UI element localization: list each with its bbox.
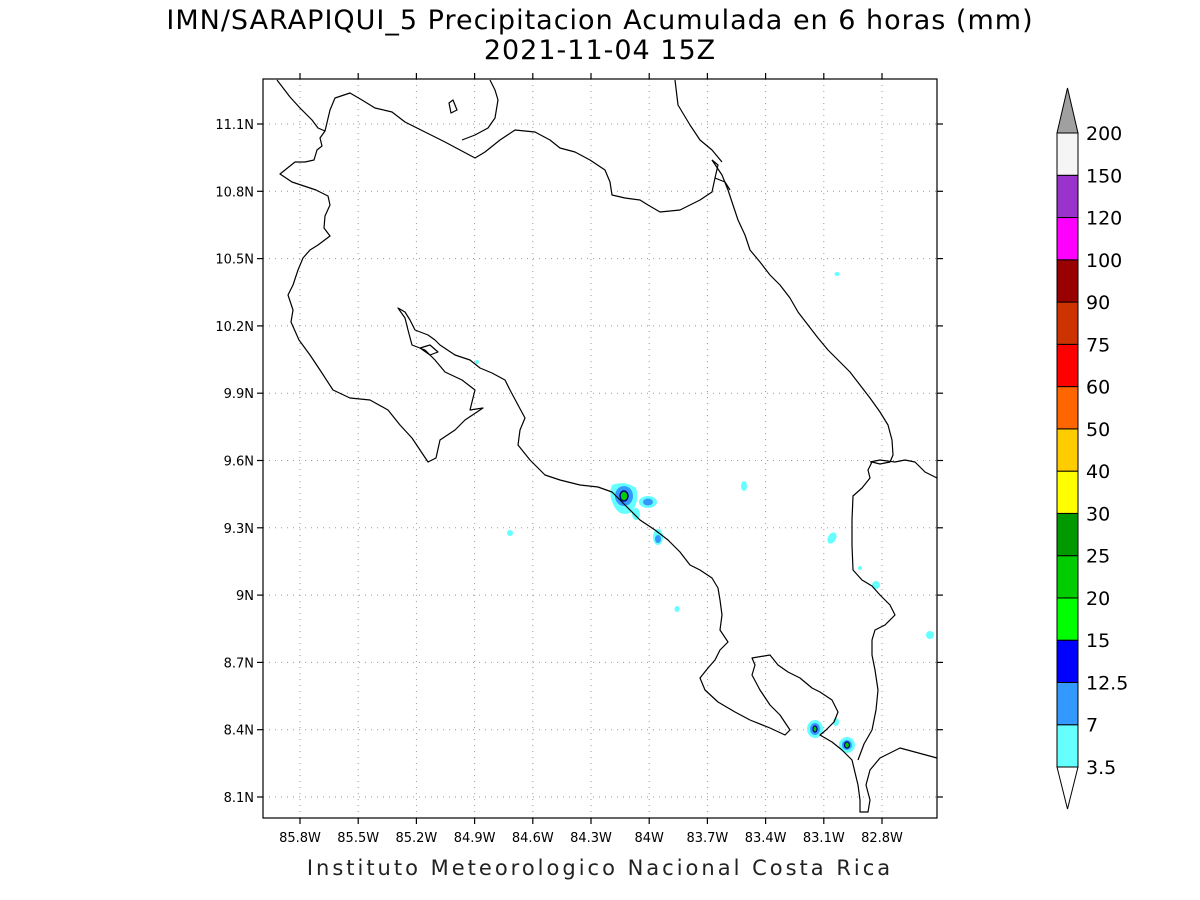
lon-tick-label: 82.8W (861, 831, 903, 846)
colorbar-swatch (1056, 470, 1079, 514)
colorbar-label: 120 (1086, 208, 1122, 230)
colorbar-label: 15 (1086, 630, 1110, 652)
lat-tick-label: 9N (236, 589, 254, 604)
lat-tick-label: 8.1N (224, 791, 254, 806)
lat-tick-label: 8.4N (224, 724, 254, 739)
lon-tick-label: 83.7W (686, 831, 728, 846)
precip-spot-b (741, 481, 747, 491)
colorbar-label: 75 (1086, 334, 1110, 356)
lat-tick-label: 9.3N (224, 522, 254, 537)
precip-spot-e (827, 532, 837, 544)
precip-spot-a (632, 508, 640, 520)
lat-tick-label: 11.1N (215, 118, 254, 133)
colorbar: 3.5 7 12.5 15 20 25 30 40 50 60 75 90 100 120 150 200 (1056, 87, 1128, 810)
map-subtitle: 2021-11-04 15Z (483, 35, 717, 66)
colorbar-swatch (1056, 174, 1079, 219)
lat-tick-label: 9.6N (224, 455, 254, 470)
lon-tick-label: 85.8W (279, 831, 321, 846)
colorbar-swatch (1056, 259, 1079, 303)
latitude-axis: 11.1N 10.8N 10.5N 10.2N 9.9N 9.6N 9.3N 9N 8.7N 8.… (215, 118, 943, 806)
colorbar-under-triangle (1056, 766, 1079, 810)
colorbar-swatch (1056, 639, 1079, 683)
lon-tick-label: 85.5W (337, 831, 379, 846)
lon-tick-label: 85.2W (395, 831, 437, 846)
colorbar-label: 20 (1086, 588, 1110, 610)
colorbar-label: 25 (1086, 546, 1110, 568)
grid-lines (263, 79, 937, 818)
precip-spot-i (475, 360, 479, 364)
colorbar-swatch (1056, 386, 1079, 430)
precip-cell-83-95w-9-25n (653, 529, 663, 545)
colorbar-label: 7 (1086, 715, 1098, 737)
footer-credit: Instituto Meteorologico Nacional Costa R… (306, 856, 894, 880)
lon-tick-label: 84W (634, 831, 664, 846)
lat-tick-label: 10.5N (215, 253, 254, 268)
map-title: IMN/SARAPIQUI_5 Precipitacion Acumulada … (166, 5, 1034, 36)
lon-tick-label: 84.6W (512, 831, 554, 846)
precip-spot-f (872, 581, 880, 589)
colorbar-label: 3.5 (1086, 757, 1116, 779)
longitude-axis: 85.8W 85.5W 85.2W 84.9W 84.6W 84.3W 84W 83.7W 83… (279, 73, 903, 846)
lon-tick-label: 84.3W (570, 831, 612, 846)
lon-tick-label: 83.4W (745, 831, 787, 846)
coastline (276, 79, 938, 813)
lat-tick-label: 10.2N (215, 320, 254, 335)
colorbar-swatch (1056, 512, 1079, 557)
colorbar-swatch (1056, 301, 1079, 345)
colorbar-label: 100 (1086, 250, 1122, 272)
plot-frame (262, 78, 938, 819)
precip-spot-j (858, 566, 862, 570)
colorbar-label: 90 (1086, 292, 1110, 314)
lon-tick-label: 84.9W (454, 831, 496, 846)
precip-spot-g (926, 631, 934, 639)
colorbar-swatch (1056, 132, 1079, 176)
precip-spot-d (674, 606, 680, 612)
colorbar-label: 60 (1086, 377, 1110, 399)
colorbar-swatch (1056, 681, 1079, 726)
colorbar-swatch (1056, 343, 1079, 388)
colorbar-swatch (1056, 597, 1079, 641)
colorbar-swatch (1056, 555, 1079, 599)
lat-tick-label: 9.9N (224, 387, 254, 402)
precip-cell-84-15w-9-45n (610, 483, 638, 514)
lat-tick-label: 10.8N (215, 185, 254, 200)
precip-spot-c (507, 530, 513, 536)
colorbar-label: 12.5 (1086, 672, 1128, 694)
precip-cell-83-1w-8-4n (807, 720, 823, 738)
colorbar-swatch (1056, 724, 1079, 768)
colorbar-swatch (1056, 217, 1079, 261)
colorbar-label: 50 (1086, 419, 1110, 441)
colorbar-label: 200 (1086, 123, 1122, 145)
lon-tick-label: 83.1W (803, 831, 845, 846)
lat-tick-label: 8.7N (224, 656, 254, 671)
precipitation-patches (475, 272, 934, 753)
precip-cell-82-95w-8-33n (839, 737, 855, 753)
colorbar-label: 30 (1086, 503, 1110, 525)
precip-spot-h (834, 272, 840, 276)
colorbar-label: 40 (1086, 461, 1110, 483)
precip-cell-84w-9-42n (639, 496, 657, 508)
colorbar-over-triangle (1056, 87, 1079, 134)
colorbar-label: 150 (1086, 165, 1122, 187)
colorbar-swatch (1056, 428, 1079, 472)
